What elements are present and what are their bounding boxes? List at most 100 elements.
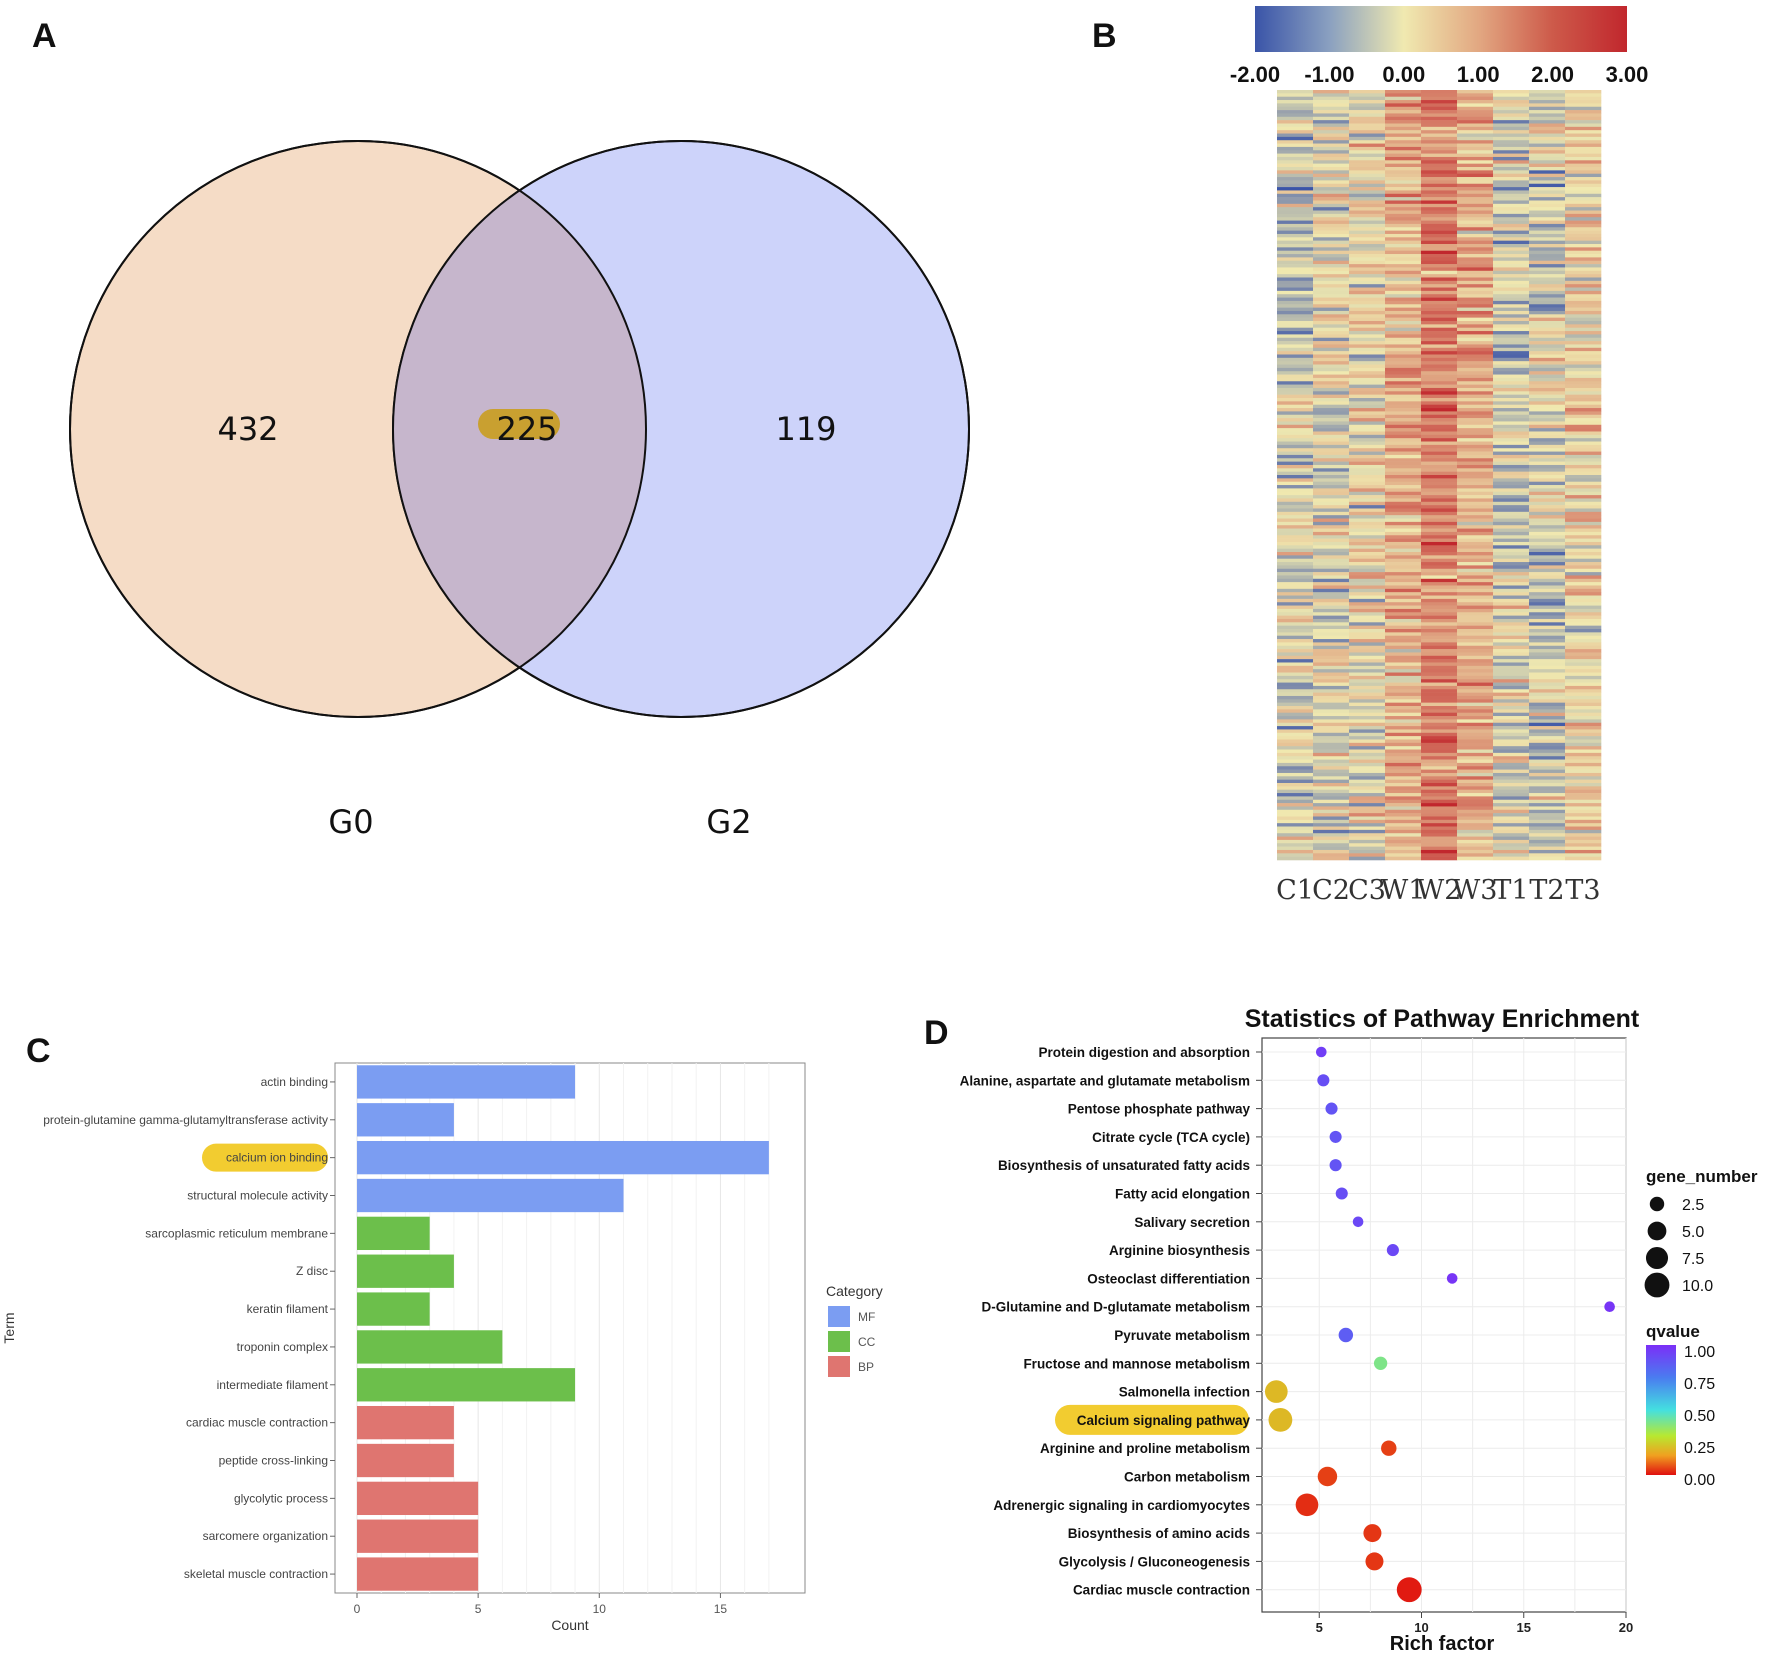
heatmap-cell: [1421, 632, 1458, 636]
heatmap-cell: [1385, 565, 1422, 570]
heatmap-cell: [1565, 418, 1602, 422]
heatmap-cell: [1277, 170, 1314, 174]
heatmap-cell: [1493, 612, 1530, 616]
go-x-tick-label: 5: [475, 1602, 482, 1616]
heatmap-cell: [1529, 819, 1566, 824]
heatmap-cell: [1421, 846, 1458, 851]
heatmap-cell: [1313, 347, 1350, 352]
heatmap-cell: [1421, 297, 1458, 302]
heatmap-cell: [1565, 789, 1602, 794]
heatmap-cell: [1493, 846, 1530, 851]
heatmap-cell: [1385, 608, 1422, 613]
heatmap-cell: [1277, 615, 1314, 620]
heatmap-cell: [1421, 706, 1458, 710]
heatmap-cell: [1385, 843, 1422, 847]
heatmap-cell: [1277, 130, 1314, 134]
heatmap-cell: [1529, 535, 1566, 539]
heatmap-cell: [1421, 140, 1458, 144]
heatmap-cell: [1565, 454, 1602, 459]
heatmap-cell: [1277, 625, 1314, 630]
heatmap-cell: [1349, 394, 1386, 399]
heatmap-cell: [1385, 622, 1422, 626]
heatmap-cell: [1421, 116, 1458, 121]
heatmap-cell: [1385, 324, 1422, 328]
heatmap-cell: [1457, 140, 1494, 144]
heatmap-cell: [1385, 592, 1422, 596]
heatmap-cell: [1421, 803, 1458, 807]
heatmap-cell: [1565, 428, 1602, 432]
heatmap-cell: [1421, 809, 1458, 814]
heatmap-cell: [1349, 150, 1386, 154]
heatmap-cell: [1313, 464, 1350, 469]
heatmap-cell: [1457, 652, 1494, 657]
heatmap-cell: [1385, 485, 1422, 489]
go-term-label: protein-glutamine gamma-glutamyltransfer…: [43, 1113, 328, 1127]
heatmap-cell: [1493, 327, 1530, 332]
heatmap-cell: [1385, 739, 1422, 744]
heatmap-cell: [1349, 351, 1386, 355]
heatmap-cell: [1493, 173, 1530, 178]
heatmap-cell: [1313, 230, 1350, 235]
heatmap-cell: [1421, 746, 1458, 750]
heatmap-cell: [1385, 776, 1422, 780]
heatmap-cell: [1421, 458, 1458, 462]
heatmap-cell: [1421, 160, 1458, 164]
heatmap-cell: [1349, 558, 1386, 563]
heatmap-cell: [1349, 531, 1386, 536]
kegg-pathway-label: Salmonella infection: [1119, 1385, 1250, 1400]
heatmap-cell: [1529, 685, 1566, 690]
heatmap-cell: [1277, 803, 1314, 807]
heatmap-cell: [1421, 793, 1458, 797]
heatmap-cell: [1313, 167, 1350, 171]
heatmap-cell: [1349, 595, 1386, 600]
heatmap-cell: [1313, 706, 1350, 710]
heatmap-cell: [1529, 823, 1566, 827]
heatmap-cell: [1385, 167, 1422, 171]
heatmap-cell: [1385, 615, 1422, 620]
heatmap-cell: [1529, 280, 1566, 285]
heatmap-cell: [1529, 264, 1566, 268]
heatmap-cell: [1529, 364, 1566, 369]
heatmap-cell: [1277, 351, 1314, 355]
heatmap-cell: [1277, 116, 1314, 121]
heatmap-cell: [1385, 351, 1422, 355]
heatmap-cell: [1277, 518, 1314, 523]
heatmap-cell: [1421, 511, 1458, 516]
heatmap-cell: [1313, 398, 1350, 402]
heatmap-cell: [1457, 334, 1494, 339]
heatmap-cell: [1385, 605, 1422, 610]
heatmap-cell: [1349, 709, 1386, 713]
kegg-point: [1396, 1577, 1422, 1603]
heatmap-cell: [1421, 605, 1458, 610]
heatmap-cell: [1385, 160, 1422, 164]
heatmap-cell: [1421, 120, 1458, 124]
heatmap-cell: [1421, 411, 1458, 416]
heatmap-cell: [1349, 123, 1386, 128]
heatmap-cell: [1421, 130, 1458, 134]
heatmap-cell: [1565, 321, 1602, 325]
heatmap-cell: [1421, 659, 1458, 663]
kegg-pathway-label: Fatty acid elongation: [1115, 1187, 1250, 1202]
heatmap-cell: [1457, 458, 1494, 462]
heatmap-cell: [1529, 327, 1566, 332]
heatmap-cell: [1349, 769, 1386, 774]
heatmap-cell: [1313, 170, 1350, 174]
heatmap-cell: [1313, 133, 1350, 138]
heatmap-cell: [1421, 592, 1458, 596]
heatmap-cell: [1349, 153, 1386, 158]
go-term-label: actin binding: [261, 1075, 328, 1089]
heatmap-cell: [1277, 364, 1314, 369]
heatmap-cell: [1313, 709, 1350, 713]
heatmap-cell: [1385, 729, 1422, 734]
heatmap-cell: [1565, 421, 1602, 426]
heatmap-cell: [1385, 749, 1422, 754]
heatmap-cell: [1421, 491, 1458, 496]
heatmap-cell: [1277, 488, 1314, 493]
heatmap-cell: [1277, 793, 1314, 797]
kegg-point: [1264, 1380, 1288, 1403]
heatmap-cell: [1529, 612, 1566, 616]
heatmap-cell: [1385, 193, 1422, 198]
heatmap-cell: [1529, 254, 1566, 258]
heatmap-cell: [1313, 130, 1350, 134]
heatmap-cell: [1565, 190, 1602, 195]
